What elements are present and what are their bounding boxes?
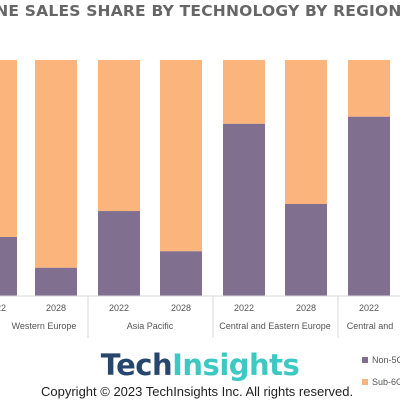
- group-label-0: Western Europe: [12, 321, 77, 331]
- group-label-3: Central and: [347, 321, 394, 331]
- x-tick-label-6: 2022: [359, 303, 379, 313]
- x-tick-label-1: 2028: [46, 303, 66, 313]
- bar-sub-6g-4: [223, 60, 265, 124]
- legend-label-non-5g: Non-5G: [372, 355, 400, 365]
- bar-non-5g-2: [98, 211, 140, 296]
- x-tick-label-5: 2028: [296, 303, 316, 313]
- logo-text-tech: Tech: [100, 348, 173, 382]
- chart-title: ONE SALES SHARE BY TECHNOLOGY BY REGION …: [0, 0, 400, 22]
- bar-non-5g-6: [348, 116, 390, 296]
- x-tick-label-3: 2028: [171, 303, 191, 313]
- bar-sub-6g-5: [285, 60, 327, 204]
- legend-item-sub-6g: Sub-6G: [362, 377, 400, 387]
- group-label-2: Central and Eastern Europe: [219, 321, 331, 331]
- x-tick-label-2: 2022: [109, 303, 129, 313]
- legend-item-non-5g: Non-5G: [362, 355, 400, 365]
- techinsights-logo: TechInsights: [0, 348, 400, 382]
- chart-plot: 20222028202220282022202820222028Western …: [0, 60, 400, 338]
- group-label-1: Asia Pacific: [127, 321, 174, 331]
- logo-text-insights: Insights: [172, 348, 300, 382]
- bar-sub-6g-0: [0, 60, 17, 237]
- bar-non-5g-5: [285, 203, 327, 296]
- legend-label-sub-6g: Sub-6G: [372, 377, 400, 387]
- bar-non-5g-1: [35, 267, 77, 296]
- legend-swatch-non-5g: [362, 357, 368, 363]
- bar-non-5g-0: [0, 237, 17, 296]
- bar-non-5g-4: [223, 123, 265, 296]
- legend-swatch-sub-6g: [362, 379, 368, 385]
- x-tick-label-4: 2022: [234, 303, 254, 313]
- copyright-notice: Copyright © 2023 TechInsights Inc. All r…: [41, 384, 354, 399]
- bar-non-5g-3: [160, 251, 202, 296]
- bar-sub-6g-6: [348, 60, 390, 117]
- bar-sub-6g-1: [35, 60, 77, 268]
- x-tick-label-0: 2022: [0, 303, 6, 313]
- chart-title-text: ONE SALES SHARE BY TECHNOLOGY BY REGION …: [0, 2, 400, 20]
- bar-sub-6g-3: [160, 60, 202, 252]
- bar-sub-6g-2: [98, 60, 140, 212]
